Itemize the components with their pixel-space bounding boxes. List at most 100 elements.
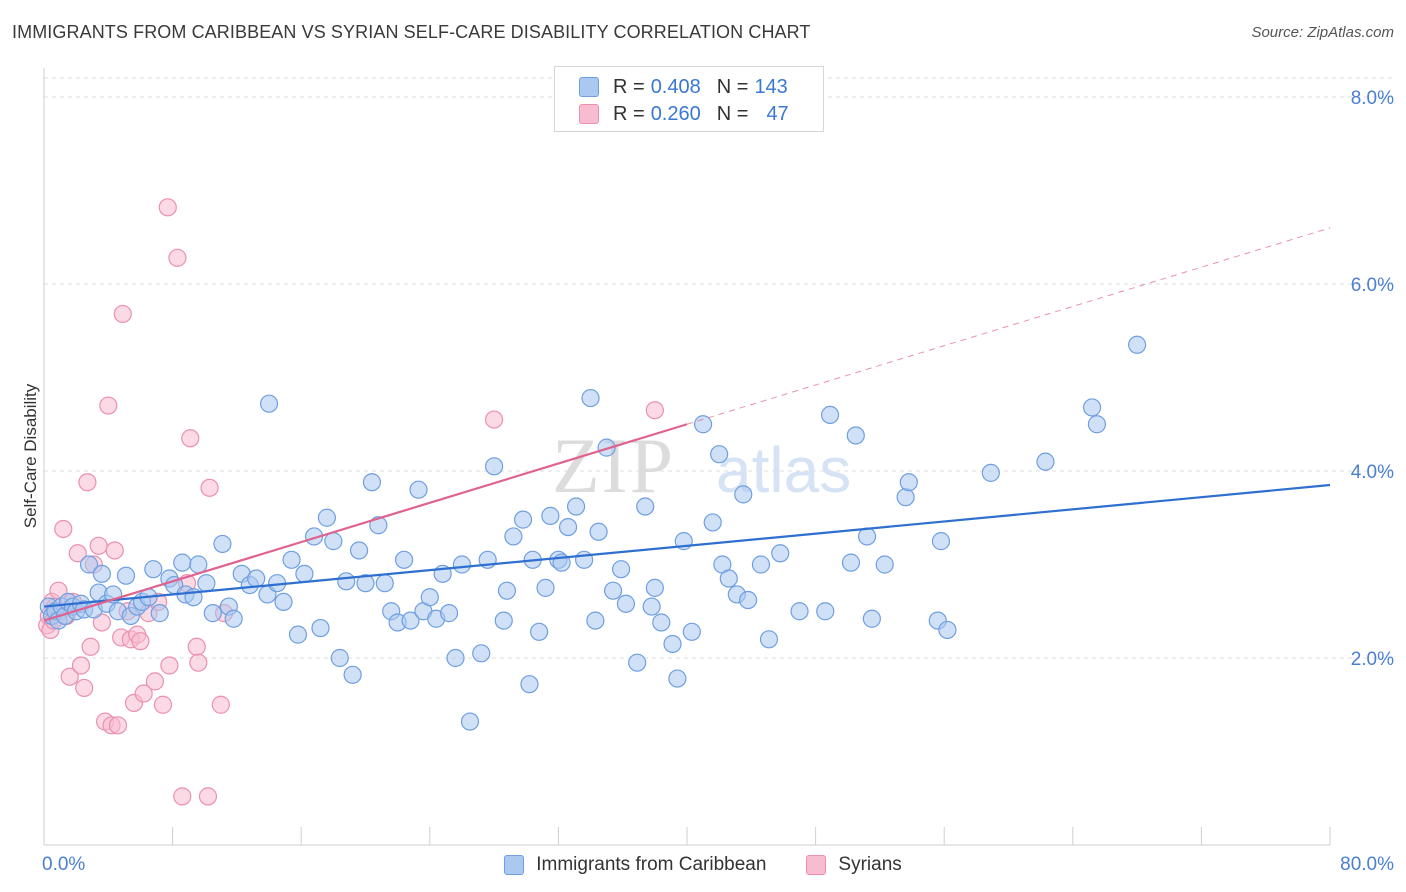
pink-swatch	[579, 104, 599, 124]
caribbean-point-42	[274, 592, 293, 612]
caribbean-point-108	[719, 569, 738, 588]
x-tick-label-max: 80.0%	[1340, 854, 1394, 875]
caribbean-point-77	[513, 510, 533, 529]
caribbean-point-115	[790, 602, 809, 621]
caribbean-point-54	[356, 574, 375, 593]
series-legend: Immigrants from Caribbean Syrians	[0, 852, 1406, 878]
caribbean-point-85	[558, 517, 578, 537]
caribbean-point-127	[938, 620, 957, 640]
caribbean-point-70	[460, 712, 480, 731]
caribbean-point-91	[597, 438, 616, 457]
syrians-point-49	[485, 410, 504, 429]
caribbean-point-76	[504, 527, 523, 546]
syrians-trend-extension	[686, 227, 1331, 425]
caribbean-point-68	[446, 648, 465, 668]
caribbean-point-81	[536, 578, 555, 597]
caribbean-point-96	[636, 497, 655, 516]
caribbean-point-101	[668, 669, 687, 688]
r-label: R =	[613, 75, 645, 98]
syrians-point-48	[200, 478, 219, 497]
caribbean-point-60	[394, 550, 414, 569]
caribbean-point-126	[931, 532, 951, 551]
y-tick-label-1: 4.0%	[1351, 462, 1394, 483]
caribbean-point-124	[899, 473, 918, 492]
legend-item-caribbean[interactable]: Immigrants from Caribbean	[504, 854, 766, 876]
syrians-point-12	[68, 544, 87, 563]
caribbean-point-110	[734, 485, 753, 504]
caribbean-point-23	[144, 560, 163, 579]
syrians-point-24	[108, 716, 128, 735]
syrians-point-31	[131, 632, 150, 651]
y-tick-labels: 2.0% 4.0% 6.0% 8.0%	[1351, 88, 1394, 670]
caribbean-point-106	[710, 445, 729, 464]
caribbean-point-131	[1087, 415, 1107, 434]
syrians-point-10	[60, 667, 79, 686]
caribbean-point-128	[981, 463, 1000, 482]
pink-swatch	[806, 855, 827, 875]
legend-label: Immigrants from Caribbean	[536, 854, 767, 875]
chart-title: IMMIGRANTS FROM CARIBBEAN VS SYRIAN SELF…	[12, 22, 811, 42]
syrians-point-18	[89, 536, 108, 555]
n-value: 143	[754, 75, 788, 98]
caribbean-point-11	[79, 555, 99, 574]
syrians-point-8	[54, 519, 73, 539]
syrians-point-23	[105, 541, 124, 560]
y-tick-label-0: 2.0%	[1351, 649, 1394, 670]
caribbean-point-123	[896, 488, 915, 507]
caribbean-point-119	[846, 426, 865, 445]
caribbean-point-53	[349, 541, 369, 560]
caribbean-point-14	[92, 564, 111, 583]
caribbean-trend-line	[43, 483, 1331, 608]
caribbean-point-88	[581, 388, 600, 408]
caribbean-point-64	[420, 588, 439, 607]
caribbean-point-67	[439, 604, 459, 623]
caribbean-point-89	[586, 611, 605, 630]
caribbean-point-105	[703, 513, 722, 532]
caribbean-point-103	[682, 622, 701, 641]
caribbean-points	[39, 335, 1147, 731]
caribbean-point-32	[203, 604, 222, 623]
caribbean-point-48	[317, 508, 337, 527]
caribbean-point-44	[288, 625, 308, 644]
caribbean-point-100	[663, 634, 682, 654]
caribbean-point-112	[751, 555, 771, 574]
caribbean-point-45	[295, 564, 314, 583]
stats-legend: R = 0.408 N = 143 R = 0.260 N = 47	[554, 66, 824, 132]
caribbean-point-74	[494, 611, 513, 630]
caribbean-point-114	[771, 544, 790, 563]
caribbean-point-47	[311, 618, 330, 638]
caribbean-point-129	[1036, 452, 1055, 471]
y-axis-title: Self-Care Disability	[21, 383, 40, 528]
caribbean-point-93	[611, 560, 631, 579]
caribbean-point-121	[862, 609, 881, 628]
caribbean-point-75	[497, 581, 517, 600]
syrians-point-36	[153, 695, 173, 714]
caribbean-point-56	[369, 516, 388, 535]
syrians-point-39	[168, 248, 187, 267]
caribbean-point-97	[642, 597, 661, 616]
caribbean-point-116	[816, 602, 835, 621]
caribbean-point-94	[616, 594, 636, 613]
r-value: 0.408	[650, 75, 701, 98]
caribbean-point-18	[116, 566, 136, 585]
blue-swatch	[579, 77, 599, 97]
syrians-point-16	[81, 637, 100, 656]
caribbean-point-104	[693, 415, 713, 434]
caribbean-point-50	[330, 648, 349, 668]
syrians-point-34	[145, 672, 165, 691]
syrians-point-21	[99, 396, 118, 415]
syrians-point-40	[173, 787, 192, 806]
caribbean-point-118	[841, 553, 861, 572]
caribbean-point-57	[375, 574, 394, 593]
caribbean-point-35	[224, 609, 243, 628]
n-value: 47	[766, 102, 789, 125]
syrians-point-46	[211, 695, 230, 714]
caribbean-point-113	[759, 630, 779, 649]
caribbean-point-92	[603, 581, 623, 600]
legend-item-syrians[interactable]: Syrians	[806, 854, 902, 876]
legend-label: Syrians	[838, 854, 902, 875]
caribbean-point-82	[541, 506, 560, 525]
r-value: 0.260	[650, 102, 701, 125]
axes	[43, 68, 1331, 846]
